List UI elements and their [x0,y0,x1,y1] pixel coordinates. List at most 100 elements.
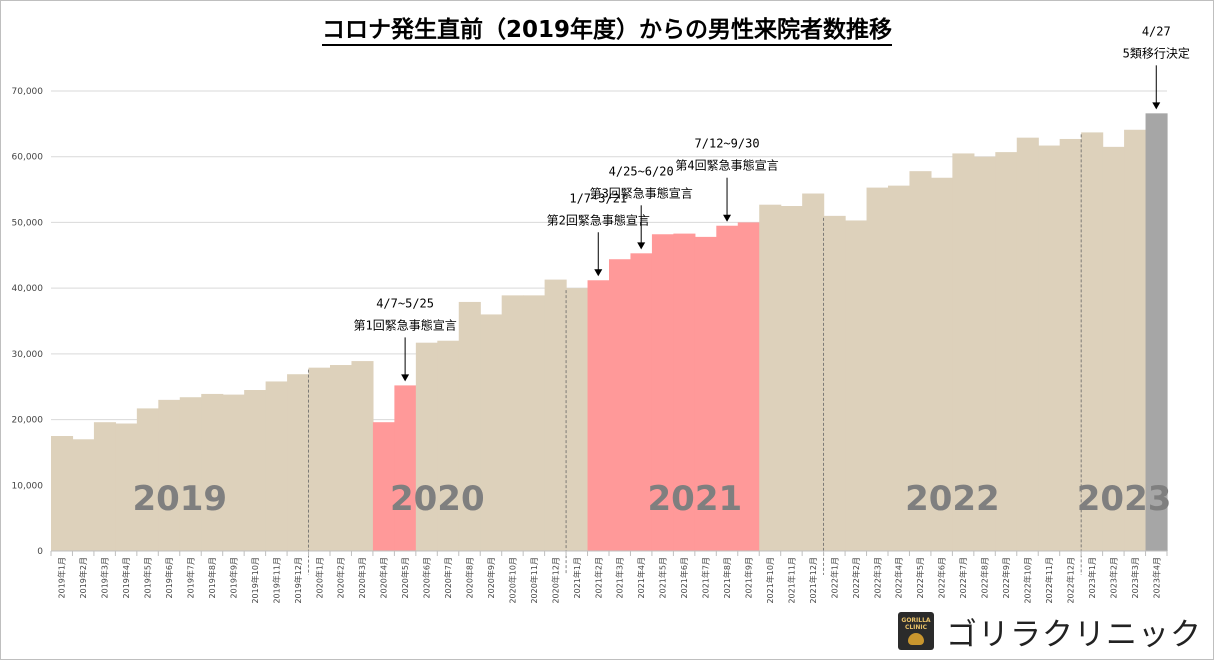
bar [909,171,932,551]
bar [330,365,353,551]
x-tick-label: 2022年1月 [829,557,839,598]
x-tick-label: 2022年11月 [1044,557,1054,604]
logo-mark-text-1: GORILLA [901,617,931,624]
bar [394,385,417,551]
x-tick-label: 2021年9月 [744,557,754,598]
bar [566,288,589,551]
bar [737,222,760,551]
y-tick-label: 10,000 [12,481,44,491]
bar [351,361,374,551]
bar [1124,129,1147,551]
bar [973,156,996,551]
year-label: 2022 [905,479,1000,519]
x-tick-label: 2021年2月 [593,557,603,598]
bar [222,394,245,551]
x-tick-label: 2019年6月 [164,557,174,598]
x-tick-label: 2020年11月 [529,557,539,604]
bar [845,220,868,551]
x-tick-label: 2021年12月 [808,557,818,604]
logo-text: ゴリラクリニック [946,616,1202,653]
annotation-arrowhead [594,269,603,277]
x-tick-label: 2022年7月 [958,557,968,598]
x-tick-label: 2022年3月 [872,557,882,598]
chart-title: コロナ発生直前（2019年度）からの男性来院者数推移 [0,10,1214,46]
x-tick-label: 2022年6月 [937,557,947,598]
x-tick-label: 2020年10月 [507,557,517,604]
x-tick-label: 2021年6月 [679,557,689,598]
bar [673,233,696,551]
x-tick-label: 2023年1月 [1087,557,1097,598]
x-tick-label: 2020年12月 [550,557,560,604]
y-tick-label: 0 [37,547,43,557]
year-label: 2019 [132,479,227,519]
x-tick-label: 2019年3月 [100,557,110,598]
x-tick-label: 2020年2月 [336,557,346,598]
annotation-text: 第3回緊急事態宣言 [590,185,693,200]
bar [759,204,782,551]
bar [866,187,889,551]
x-tick-label: 2023年3月 [1130,557,1140,598]
x-tick-label: 2019年11月 [271,557,281,604]
bar [888,185,911,551]
x-tick-label: 2021年8月 [722,557,732,598]
x-tick-label: 2019年12月 [293,557,303,604]
annotation-text: 4/7~5/25 [376,296,434,310]
x-tick-label: 2019年1月 [57,557,67,598]
x-tick-label: 2022年5月 [915,557,925,598]
bar [287,374,310,551]
annotation-text: 第2回緊急事態宣言 [547,212,650,227]
x-tick-label: 2021年11月 [786,557,796,604]
y-tick-label: 50,000 [12,218,44,228]
x-tick-label: 2019年7月 [186,557,196,598]
bar [201,393,224,551]
bars [51,113,1168,552]
bar [244,390,267,551]
x-tick-label: 2022年12月 [1065,557,1075,604]
bar [115,423,138,551]
x-tick-label: 2020年6月 [422,557,432,598]
logo-mark-text-2: CLINIC [904,624,928,631]
x-tick-label: 2019年10月 [250,557,260,604]
x-tick-label: 2022年8月 [980,557,990,598]
y-tick-label: 30,000 [12,350,44,360]
x-tick-label: 2019年5月 [143,557,153,598]
bar [415,342,438,551]
y-tick-label: 70,000 [12,87,44,97]
x-tick-label: 2022年9月 [1001,557,1011,598]
x-tick-label: 2021年5月 [658,557,668,598]
bar [1016,137,1039,551]
bar [802,193,825,551]
bar [1038,145,1061,552]
gorilla-logo-icon: GORILLA CLINIC [898,612,934,650]
x-tick-label: 2022年2月 [851,557,861,598]
bar [780,206,803,551]
annotation-arrowhead [637,242,646,250]
bar [72,439,95,551]
bar [630,253,653,552]
year-dividers [308,134,1082,575]
x-tick-label: 2021年1月 [572,557,582,598]
x-tick-label: 2019年2月 [78,557,88,598]
x-tick-label: 2019年8月 [207,557,217,598]
y-axis: 0 10,000 20,000 30,000 40,000 50,000 60,000 70,… [12,87,44,557]
x-tick-label: 2023年2月 [1108,557,1118,598]
annotation-text: 7/12~9/30 [695,137,760,151]
x-tick-label: 2022年4月 [894,557,904,598]
year-label: 2021 [648,479,743,519]
bar [716,225,739,551]
annotations: 4/7~5/25 第1回緊急事態宣言 1/7~3/21 第2回緊急事態宣言 4/25~6… [353,24,1190,382]
year-label: 2020 [390,479,485,519]
year-labels: 2019 2020 2021 2022 2023 [132,479,1171,519]
bar [501,295,524,551]
x-tick-label: 2020年8月 [465,557,475,598]
annotation-text: 第4回緊急事態宣言 [675,158,778,173]
bar [823,215,846,551]
x-tick-label: 2019年9月 [228,557,238,598]
bar [51,436,74,551]
annotation-text: 4/27 [1142,24,1171,38]
bar [523,295,546,551]
bar [308,367,331,551]
annotation-arrowhead [1152,102,1161,110]
bar [372,422,395,551]
bar [694,236,717,551]
